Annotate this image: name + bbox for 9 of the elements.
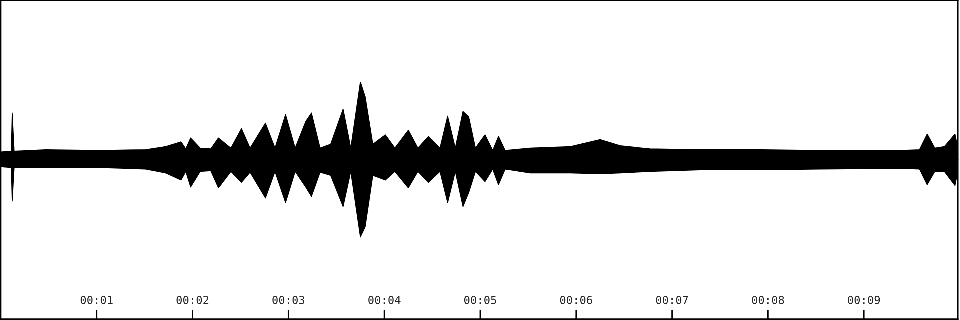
x-tick-label: 00:08 (752, 296, 784, 304)
x-tick-label: 00:07 (656, 296, 688, 304)
x-tick-label: 00:09 (848, 296, 880, 304)
x-tick-label: 00:06 (560, 296, 592, 304)
x-tick-label: 00:02 (176, 296, 209, 304)
x-tick-label: 00:03 (272, 296, 305, 304)
x-tick-label: 00:05 (464, 296, 496, 304)
x-tick-label: 00:01 (80, 296, 113, 304)
x-tick-label: 00:04 (368, 296, 401, 304)
